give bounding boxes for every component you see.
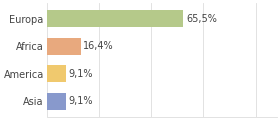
- Text: 16,4%: 16,4%: [83, 41, 114, 51]
- Text: 65,5%: 65,5%: [186, 14, 217, 24]
- Text: 9,1%: 9,1%: [68, 69, 92, 79]
- Bar: [46, 10, 183, 27]
- Bar: [46, 38, 81, 55]
- Text: 9,1%: 9,1%: [68, 96, 92, 106]
- Bar: [46, 93, 66, 110]
- Bar: [46, 65, 66, 82]
